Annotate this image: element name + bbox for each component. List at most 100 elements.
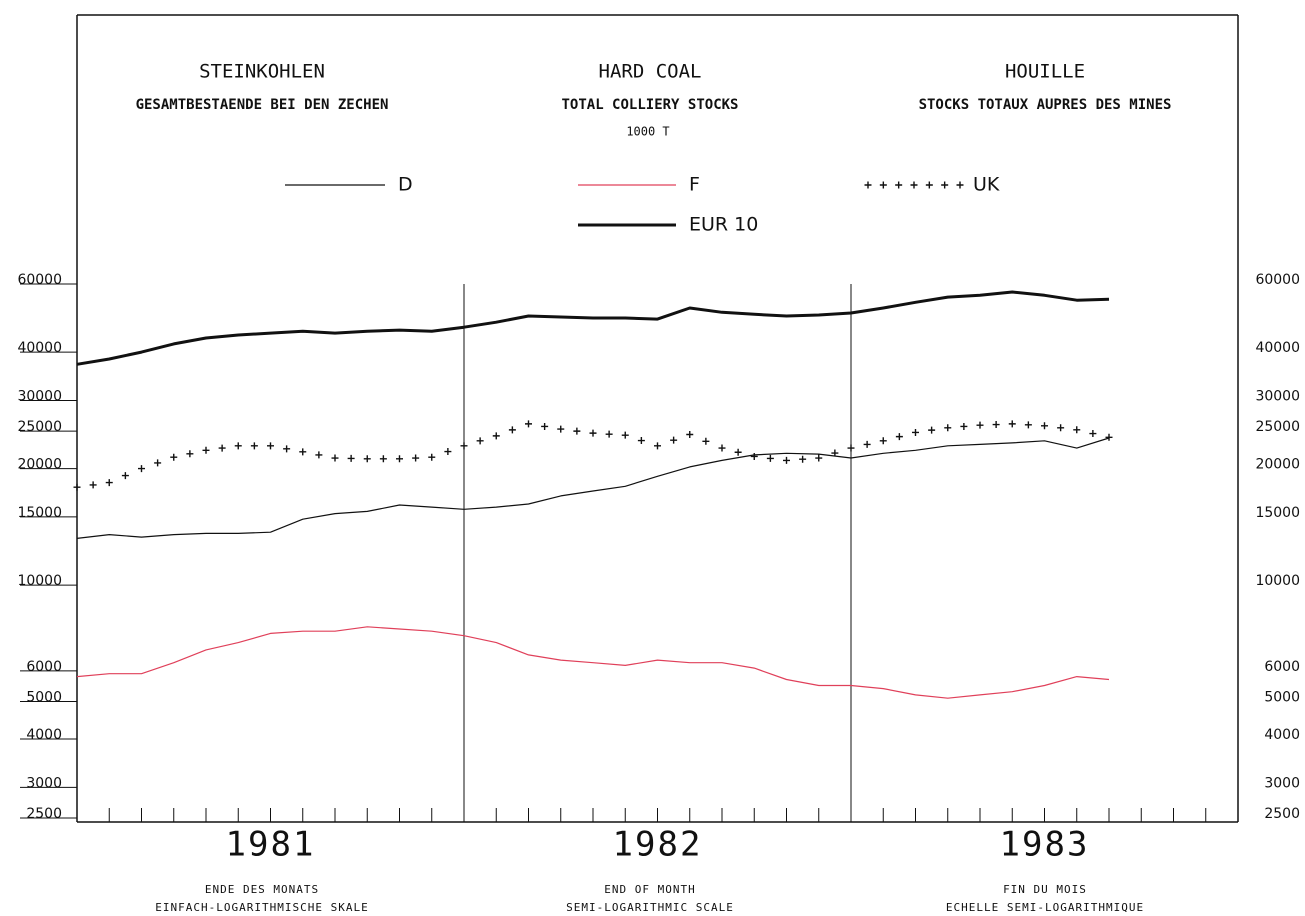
uk-point [1041,422,1048,430]
y-tick-label-right: 40000 [1255,340,1300,356]
uk-cross [347,454,355,462]
uk-cross [863,440,871,448]
uk-point [396,455,403,463]
uk-cross [1024,421,1032,429]
uk-cross [895,433,903,441]
uk-point [267,442,274,450]
y-tick-label: 60000 [17,272,62,288]
series-line [76,290,1110,366]
uk-point [589,429,597,437]
x-axis-label: ENDE DES MONATS [205,883,319,896]
uk-cross [799,455,807,463]
y-tick-label: 6000 [26,659,62,675]
x-axis-label: END OF MONTH [604,883,695,896]
y-tick-label-right: 3000 [1264,775,1300,791]
uk-cross [250,442,258,450]
legend-cross [925,181,933,189]
y-tick-label-right: 15000 [1255,505,1300,521]
uk-point [138,465,145,473]
uk-point [170,453,178,461]
uk-point [976,421,984,429]
y-tick-label: 10000 [17,573,62,589]
uk-cross [121,472,129,480]
uk-cross [573,427,581,435]
y-tick-label-right: 2500 [1264,806,1300,822]
y-tick-label-right: 10000 [1255,573,1300,589]
uk-cross [960,422,968,430]
y-tick-label-right: 4000 [1264,727,1300,743]
uk-point [202,446,210,454]
uk-point [654,442,661,450]
legend-cross [895,181,903,189]
uk-cross [89,481,97,489]
legend-label: UK [973,174,1000,196]
uk-cross [476,437,484,445]
uk-point [460,442,468,450]
uk-point [686,430,694,438]
y-tick-label-right: 5000 [1264,690,1300,706]
uk-point [879,437,887,445]
uk-point [718,444,726,452]
y-tick-label: 20000 [17,457,62,473]
uk-cross [766,454,774,462]
year-label: 1983 [1000,825,1090,865]
uk-point [557,425,565,433]
legend-cross [956,181,964,189]
year-label: 1981 [226,825,316,865]
title: STEINKOHLEN [199,61,325,83]
uk-cross [283,445,291,453]
title: HOUILLE [1005,61,1085,83]
y-tick-label: 3000 [26,775,62,791]
uk-cross [218,444,226,452]
uk-point [299,448,307,456]
uk-cross [315,451,323,459]
y-tick-label-right: 6000 [1264,659,1300,675]
legend-cross [864,181,872,189]
uk-point [492,432,500,440]
series-line [76,626,1110,699]
legend-cross [910,181,918,189]
uk-point [621,431,629,439]
uk-point [783,456,790,464]
uk-cross [605,430,613,438]
uk-cross [379,455,387,463]
legend-label: D [398,174,413,196]
uk-point [944,424,952,432]
uk-point [428,453,436,461]
y-tick-label: 2500 [26,806,62,822]
subtitle: TOTAL COLLIERY STOCKS [561,97,738,113]
uk-point [105,479,113,487]
uk-cross [928,426,936,434]
uk-cross [670,436,678,444]
x-axis-label: EINFACH-LOGARITHMISCHE SKALE [155,901,368,912]
legend-cross [941,181,949,189]
x-axis-label: FIN DU MOIS [1003,883,1087,896]
legend-label: F [689,174,700,196]
uk-cross [734,448,742,456]
uk-cross [444,448,452,456]
uk-point [750,452,758,460]
year-label: 1982 [613,825,703,865]
uk-point [912,428,919,436]
unit: 1000 T [626,125,669,139]
y-tick-label: 40000 [17,340,62,356]
uk-point [1073,426,1081,434]
uk-point [234,442,242,450]
y-tick-label: 25000 [17,419,62,435]
y-tick-label-right: 30000 [1255,388,1300,404]
title: HARD COAL [599,61,702,83]
uk-point [525,420,532,428]
legend-cross [879,181,887,189]
uk-cross [412,454,420,462]
x-axis-label: ECHELLE SEMI-LOGARITHMIQUE [946,901,1144,912]
uk-cross [702,437,710,445]
y-tick-label-right: 60000 [1255,272,1300,288]
uk-point [847,444,855,452]
series-line [76,437,1110,539]
uk-cross [186,450,194,458]
subtitle: GESAMTBESTAENDE BEI DEN ZECHEN [136,97,389,113]
y-tick-label-right: 25000 [1255,419,1300,435]
uk-cross [992,421,1000,429]
y-tick-label: 30000 [17,388,62,404]
